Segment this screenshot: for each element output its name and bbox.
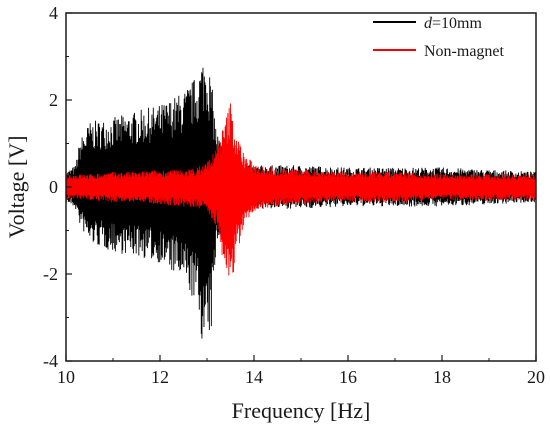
x-tick-label: 12 (151, 367, 169, 387)
x-tick-label: 18 (433, 367, 451, 387)
x-tick-label: 10 (57, 367, 75, 387)
series-non-magnet (65, 103, 537, 276)
x-ticks: 10 12 14 16 18 20 (57, 355, 545, 387)
traces (65, 67, 537, 339)
y-tick-label: -2 (43, 264, 58, 284)
y-tick-label: 2 (49, 90, 58, 110)
legend-label-non-magnet: Non-magnet (424, 43, 505, 60)
legend: d=10mm Non-magnet (373, 15, 505, 60)
x-tick-label: 16 (339, 367, 357, 387)
series-trace (65, 67, 537, 339)
series-d10mm (65, 67, 537, 339)
y-tick-label: -4 (43, 351, 58, 371)
x-tick-label: 14 (245, 367, 263, 387)
y-ticks: -4 -2 0 2 4 (43, 3, 72, 371)
y-axis-title: Voltage [V] (4, 136, 29, 239)
x-tick-label: 20 (527, 367, 545, 387)
legend-label-d10mm: d=10mm (424, 15, 482, 32)
y-tick-label: 4 (49, 3, 58, 23)
y-tick-label: 0 (49, 177, 58, 197)
series-trace (65, 103, 537, 276)
x-axis-title: Frequency [Hz] (232, 398, 371, 423)
